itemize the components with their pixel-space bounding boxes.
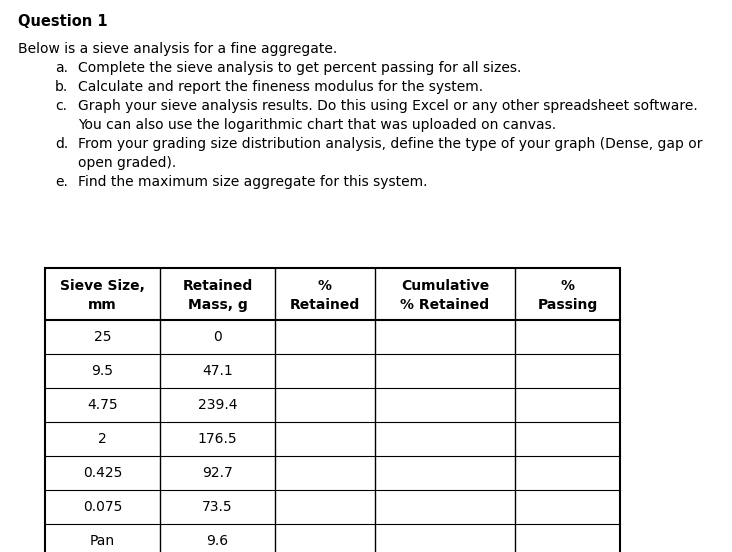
Text: Find the maximum size aggregate for this system.: Find the maximum size aggregate for this…	[78, 175, 427, 189]
Text: 4.75: 4.75	[87, 398, 118, 412]
Text: 0.425: 0.425	[83, 466, 122, 480]
Text: Complete the sieve analysis to get percent passing for all sizes.: Complete the sieve analysis to get perce…	[78, 61, 521, 75]
Text: 176.5: 176.5	[198, 432, 237, 446]
Text: 9.5: 9.5	[92, 364, 113, 378]
Text: a.: a.	[55, 61, 68, 75]
Text: 9.6: 9.6	[206, 534, 228, 548]
Text: Sieve Size,: Sieve Size,	[60, 279, 145, 294]
Text: Retained: Retained	[290, 298, 360, 312]
Bar	[45, 268, 620, 552]
Text: b.: b.	[55, 80, 68, 94]
Text: Calculate and report the fineness modulus for the system.: Calculate and report the fineness modulu…	[78, 80, 483, 94]
Text: You can also use the logarithmic chart that was uploaded on canvas.: You can also use the logarithmic chart t…	[78, 118, 556, 132]
Text: open graded).: open graded).	[78, 156, 176, 170]
Text: 92.7: 92.7	[202, 466, 233, 480]
Text: % Retained: % Retained	[400, 298, 490, 312]
Text: Mass, g: Mass, g	[187, 298, 247, 312]
Text: c.: c.	[55, 99, 67, 113]
Text: Question 1: Question 1	[18, 14, 108, 29]
Text: Below is a sieve analysis for a fine aggregate.: Below is a sieve analysis for a fine agg…	[18, 42, 337, 56]
Text: Retained: Retained	[182, 279, 253, 294]
Text: d.: d.	[55, 137, 68, 151]
Text: Passing: Passing	[537, 298, 597, 312]
Text: 239.4: 239.4	[198, 398, 237, 412]
Text: Cumulative: Cumulative	[401, 279, 489, 294]
Text: 0: 0	[213, 330, 222, 344]
Text: 47.1: 47.1	[202, 364, 233, 378]
Text: %: %	[561, 279, 575, 294]
Text: 25: 25	[94, 330, 111, 344]
Text: 2: 2	[98, 432, 107, 446]
Text: 0.075: 0.075	[83, 500, 122, 514]
Text: 73.5: 73.5	[202, 500, 233, 514]
Text: Graph your sieve analysis results. Do this using Excel or any other spreadsheet : Graph your sieve analysis results. Do th…	[78, 99, 698, 113]
Text: mm: mm	[88, 298, 117, 312]
Text: Pan: Pan	[90, 534, 115, 548]
Text: %: %	[318, 279, 332, 294]
Text: e.: e.	[55, 175, 68, 189]
Text: From your grading size distribution analysis, define the type of your graph (Den: From your grading size distribution anal…	[78, 137, 703, 151]
